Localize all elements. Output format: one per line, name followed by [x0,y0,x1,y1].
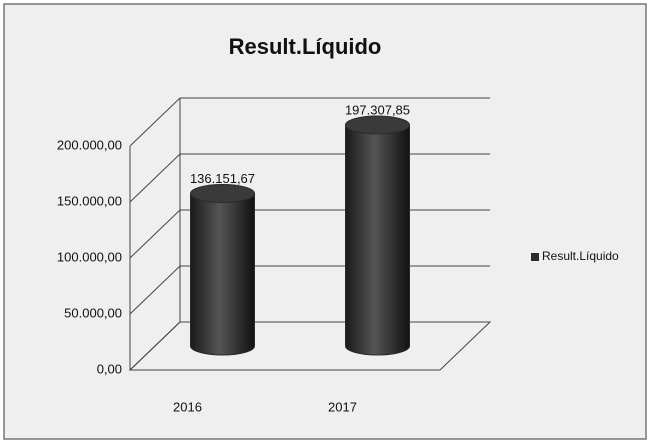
data-label: 136.151,67 [190,171,255,186]
x-tick-label: 2016 [173,399,202,414]
y-tick-label: 100.000,00 [57,249,122,264]
bar-top [190,184,255,204]
chart-frame [3,3,647,440]
bar [190,193,255,356]
y-tick-label: 50.000,00 [64,305,122,320]
y-tick-label: 150.000,00 [57,193,122,208]
x-tick-label: 2017 [328,399,357,414]
y-tick-label: 0,00 [97,361,122,376]
chart-title: Result.Líquido [229,34,382,59]
legend-label: Result.Líquido [542,249,619,263]
grid-line [129,97,490,147]
legend-swatch [531,253,539,261]
bar [345,124,410,356]
data-label: 197.307,85 [345,102,410,117]
bar-top [345,115,410,135]
y-tick-label: 200.000,00 [57,137,122,152]
